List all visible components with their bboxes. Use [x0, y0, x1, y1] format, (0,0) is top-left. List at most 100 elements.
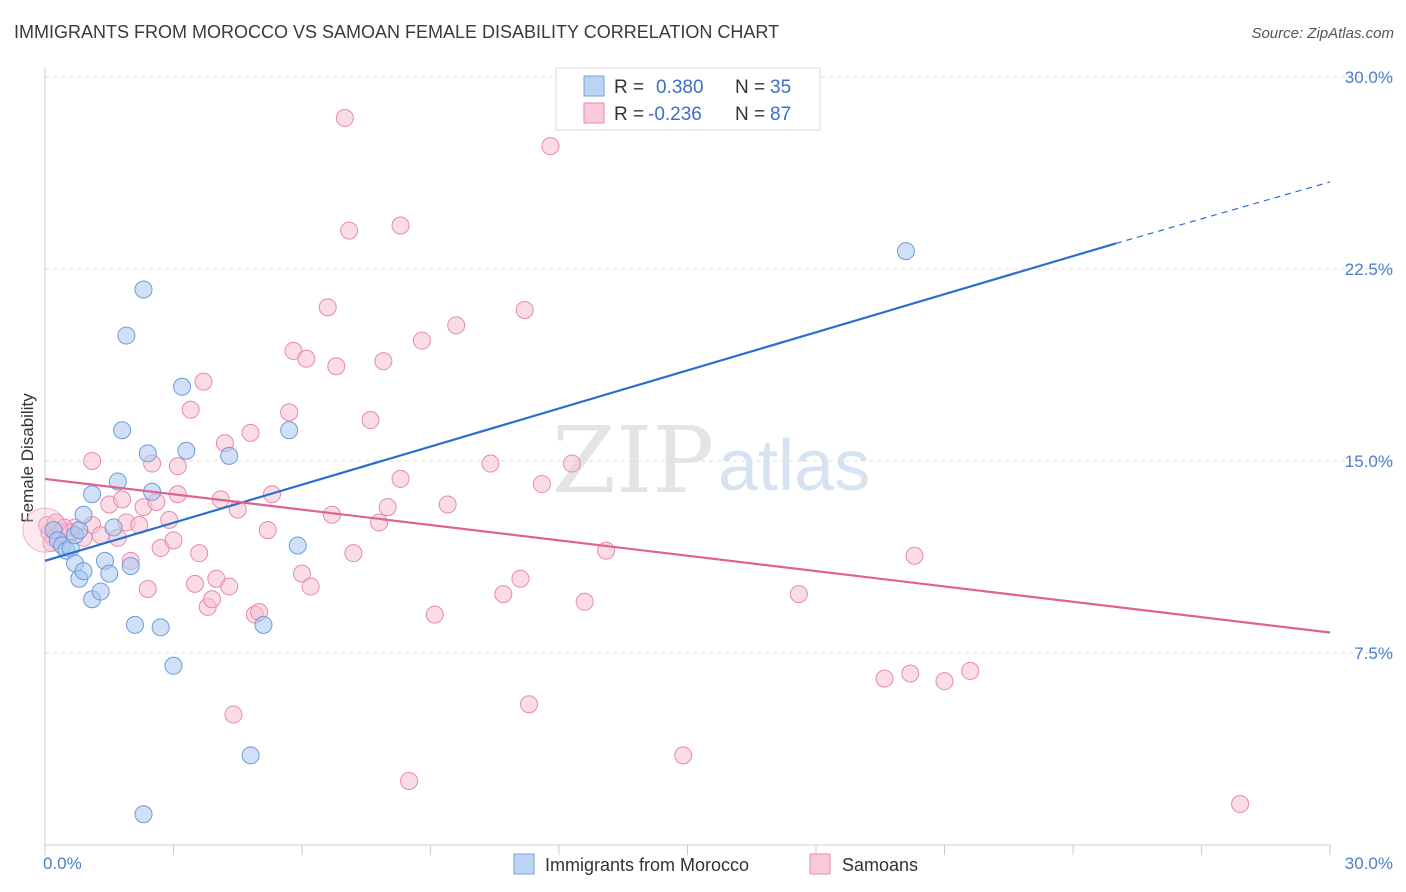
- samoans-point: [194, 372, 213, 391]
- samoans-trend-line: [44, 477, 1331, 634]
- samoans-point: [335, 108, 354, 127]
- samoans-point: [532, 475, 551, 494]
- samoans-point: [327, 357, 346, 376]
- legend-r-value-pink: -0.236: [648, 104, 702, 125]
- samoans-point: [481, 454, 500, 473]
- samoans-point: [412, 331, 431, 350]
- samoans-point: [301, 577, 320, 596]
- samoans-point: [562, 454, 581, 473]
- samoans-point: [400, 772, 419, 790]
- grid-lines: [45, 76, 1395, 654]
- morocco-point: [151, 618, 170, 637]
- samoans-point: [515, 300, 534, 319]
- morocco-point: [83, 485, 102, 504]
- chart-source: Source: ZipAtlas.com: [1251, 25, 1394, 42]
- samoans-point: [494, 585, 513, 604]
- series-legend-swatch-morocco: [513, 853, 535, 875]
- samoans-point: [378, 498, 397, 517]
- samoans-point: [575, 592, 594, 611]
- samoans-point: [541, 137, 560, 156]
- morocco-point: [220, 446, 239, 465]
- watermark-atlas: atlas: [718, 426, 870, 506]
- morocco-point: [134, 805, 153, 824]
- legend-swatch-pink: [583, 102, 605, 124]
- series-legend-label-morocco: Immigrants from Morocco: [545, 855, 749, 875]
- correlation-legend: R = 0.380 N = 35 R = -0.236 N = 87: [555, 67, 821, 131]
- samoans-point: [361, 411, 380, 430]
- morocco-point: [138, 444, 157, 463]
- samoans-point: [447, 316, 466, 335]
- samoans-point: [789, 585, 808, 604]
- morocco-point: [108, 472, 127, 491]
- morocco-point: [121, 556, 140, 575]
- legend-swatch-blue: [583, 75, 605, 97]
- morocco-point: [100, 564, 119, 583]
- series-legend-label-samoans: Samoans: [842, 855, 918, 875]
- legend-n-value-pink: 87: [770, 104, 791, 125]
- morocco-point: [125, 615, 144, 634]
- samoans-point: [425, 605, 444, 624]
- samoans-point: [438, 495, 457, 514]
- samoans-point: [168, 457, 187, 476]
- samoans-point: [391, 469, 410, 488]
- samoans-point: [297, 349, 316, 368]
- morocco-point: [254, 615, 273, 634]
- y-tick-label: 30.0%: [1345, 68, 1393, 87]
- samoans-point: [318, 298, 337, 317]
- morocco-point: [113, 421, 132, 440]
- legend-r-label-pink: R =: [614, 104, 644, 125]
- y-tick-label: 7.5%: [1354, 644, 1393, 663]
- samoans-point: [203, 590, 222, 609]
- samoans-point: [905, 546, 924, 565]
- morocco-point: [70, 521, 89, 540]
- legend-n-label-blue: N =: [735, 77, 765, 98]
- series-legend: Immigrants from Morocco Samoans: [513, 853, 918, 875]
- chart-title: IMMIGRANTS FROM MOROCCO VS SAMOAN FEMALE…: [14, 22, 779, 42]
- samoans-point: [344, 544, 363, 563]
- samoans-point: [961, 661, 980, 680]
- samoans-point: [113, 490, 132, 509]
- morocco-point: [288, 536, 307, 555]
- legend-n-label-pink: N =: [735, 104, 765, 125]
- samoans-point: [520, 695, 539, 714]
- morocco-points: [44, 242, 915, 824]
- y-tick-label: 15.0%: [1345, 452, 1393, 471]
- samoans-point: [83, 452, 102, 470]
- x-tick-label: 30.0%: [1345, 854, 1393, 873]
- samoans-point: [674, 746, 693, 765]
- trend-lines: [44, 181, 1331, 634]
- samoans-point: [280, 403, 299, 422]
- morocco-point: [164, 656, 183, 675]
- x-tick-label: 0.0%: [43, 854, 82, 873]
- samoans-point: [164, 531, 183, 550]
- legend-r-label-blue: R =: [614, 77, 644, 98]
- samoans-point: [370, 513, 389, 532]
- samoans-point: [224, 705, 243, 724]
- legend-r-value-blue: 0.380: [656, 77, 704, 98]
- morocco-point: [104, 518, 123, 537]
- y-tick-label: 22.5%: [1345, 260, 1393, 279]
- morocco-trend-line: [44, 242, 1117, 562]
- samoans-point: [340, 221, 359, 240]
- morocco-point: [241, 746, 260, 765]
- samoans-point: [374, 352, 393, 371]
- morocco-point: [177, 441, 196, 460]
- samoans-point: [511, 569, 530, 588]
- morocco-point: [91, 582, 110, 601]
- samoans-point: [935, 672, 954, 691]
- samoans-point: [875, 669, 894, 688]
- samoans-point: [258, 521, 277, 540]
- samoans-point: [901, 664, 920, 683]
- samoans-point: [220, 577, 239, 596]
- samoans-point: [138, 580, 157, 598]
- morocco-point: [173, 377, 192, 396]
- legend-n-value-blue: 35: [770, 77, 791, 98]
- samoans-point: [1231, 795, 1250, 814]
- series-legend-swatch-samoans: [809, 853, 831, 875]
- samoans-point: [293, 564, 311, 583]
- samoans-point: [190, 544, 209, 563]
- morocco-point: [134, 280, 153, 299]
- samoans-point: [185, 574, 204, 593]
- morocco-point: [117, 326, 136, 345]
